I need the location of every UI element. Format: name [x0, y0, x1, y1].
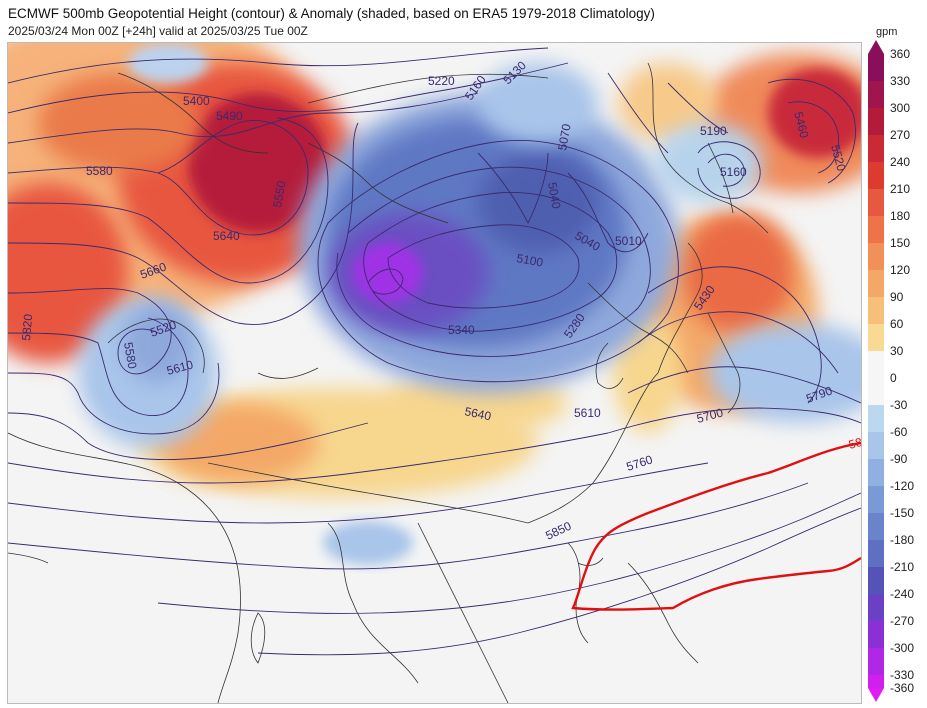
contour-label: 5610: [574, 406, 601, 420]
colorbar-tick: -240: [890, 587, 915, 601]
colorbar-tick: 180: [890, 209, 911, 223]
contour-label: 5640: [213, 229, 240, 243]
colorbar-tick: 30: [890, 344, 904, 358]
contour-label: 5220: [428, 74, 455, 88]
anomaly-map: 5400 5490 5220 5160 5130 5580 5550 5640 …: [8, 43, 861, 703]
colorbar-tick: -270: [890, 614, 915, 628]
contour-label: 58: [847, 435, 861, 452]
colorbar-tick: 120: [890, 263, 911, 277]
colorbar-labels: 360 330 300 270 240 210 180 150 120 90 6…: [888, 40, 926, 702]
contour-label: 5010: [615, 234, 642, 248]
colorbar-tick: -150: [890, 506, 915, 520]
contour-label: 5700: [695, 405, 725, 426]
contour-label: 5100: [515, 251, 544, 269]
contour-label: 5160: [720, 165, 747, 179]
colorbar-tick: 240: [890, 155, 911, 169]
contour-label: 5040: [545, 181, 563, 210]
map-subtitle: 2025/03/24 Mon 00Z [+24h] valid at 2025/…: [8, 24, 308, 38]
colorbar-tick: 150: [890, 236, 911, 250]
contour-label: 5550: [270, 179, 288, 208]
contour-label: 5640: [463, 404, 492, 423]
colorbar-tick: 60: [890, 317, 904, 331]
contour-label: 5580: [121, 341, 139, 370]
colorbar-tick: 360: [890, 47, 911, 61]
positive-anomaly-shading: [8, 43, 861, 498]
colorbar-tick: 0: [890, 371, 897, 385]
colorbar-tick: -90: [890, 452, 908, 466]
contour-label: 5610: [165, 357, 195, 378]
colorbar-tick: 330: [890, 74, 911, 88]
colorbar-tick: -360: [890, 681, 915, 695]
colorbar: [868, 40, 884, 702]
colorbar-tick: 270: [890, 128, 911, 142]
coastlines: [8, 62, 769, 703]
contour-label: 5400: [183, 94, 210, 108]
colorbar-tick: -60: [890, 425, 908, 439]
colorbar-tick: 300: [890, 101, 911, 115]
colorbar-tick: 90: [890, 290, 904, 304]
contour-label: 5580: [86, 164, 113, 178]
colorbar-tick: -330: [890, 668, 915, 682]
contour-label: 5190: [700, 124, 727, 138]
contour-label: 5460: [791, 110, 812, 140]
colorbar-tick: -180: [890, 533, 915, 547]
height-contours: [8, 47, 861, 656]
colorbar-tick: -30: [890, 398, 908, 412]
contour-label: 5490: [216, 109, 243, 123]
colorbar-unit: gpm: [876, 26, 898, 38]
5880-contour: [571, 441, 861, 611]
colorbar-tick: -300: [890, 641, 915, 655]
contour-label: 5820: [19, 313, 35, 341]
contour-label: 5520: [828, 143, 849, 173]
map-title: ECMWF 500mb Geopotential Height (contour…: [8, 6, 655, 21]
colorbar-tick: -210: [890, 560, 915, 574]
colorbar-tick: 210: [890, 182, 911, 196]
map-panel[interactable]: 5400 5490 5220 5160 5130 5580 5550 5640 …: [7, 42, 862, 704]
colorbar-tick: -120: [890, 479, 915, 493]
contour-label: 5340: [448, 323, 475, 337]
contour-label: 5070: [555, 122, 573, 151]
